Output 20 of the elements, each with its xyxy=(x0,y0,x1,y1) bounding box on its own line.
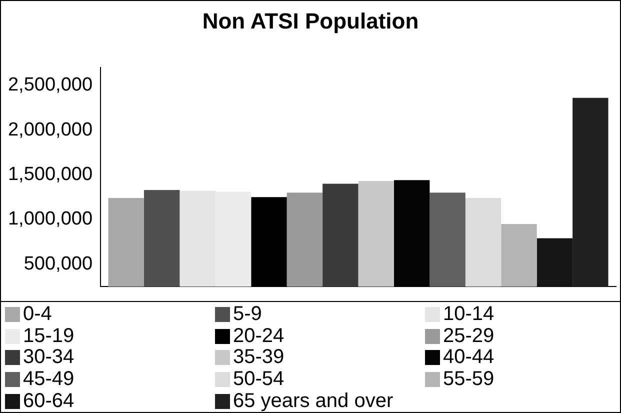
y-tick-label: 2,500,000 xyxy=(8,74,93,96)
legend-label: 10-14 xyxy=(442,303,496,326)
y-tick-label: 2,000,000 xyxy=(8,119,93,140)
legend-label: 20-24 xyxy=(232,324,286,348)
legend-label: 35-39 xyxy=(232,346,286,369)
legend-label: 40-44 xyxy=(442,346,496,369)
legend-label: 30-34 xyxy=(22,346,76,369)
y-tick-label: 500,000 xyxy=(24,253,93,274)
chart-title: Non ATSI Population xyxy=(202,8,419,34)
legend-label: 25-29 xyxy=(442,324,496,348)
legend-label: 0-4 xyxy=(22,303,53,326)
legend-label: 15-19 xyxy=(22,324,76,348)
legend-label: 55-59 xyxy=(442,368,496,390)
legend-label: 60-64 xyxy=(22,390,76,412)
y-tick-label: 1,000,000 xyxy=(8,208,93,230)
legend-label: 50-54 xyxy=(232,368,286,390)
y-tick-label: 1,500,000 xyxy=(8,164,93,185)
legend-label: 5-9 xyxy=(232,303,263,326)
legend-label: 65 years and over xyxy=(232,390,394,412)
legend-label: 45-49 xyxy=(22,368,76,390)
